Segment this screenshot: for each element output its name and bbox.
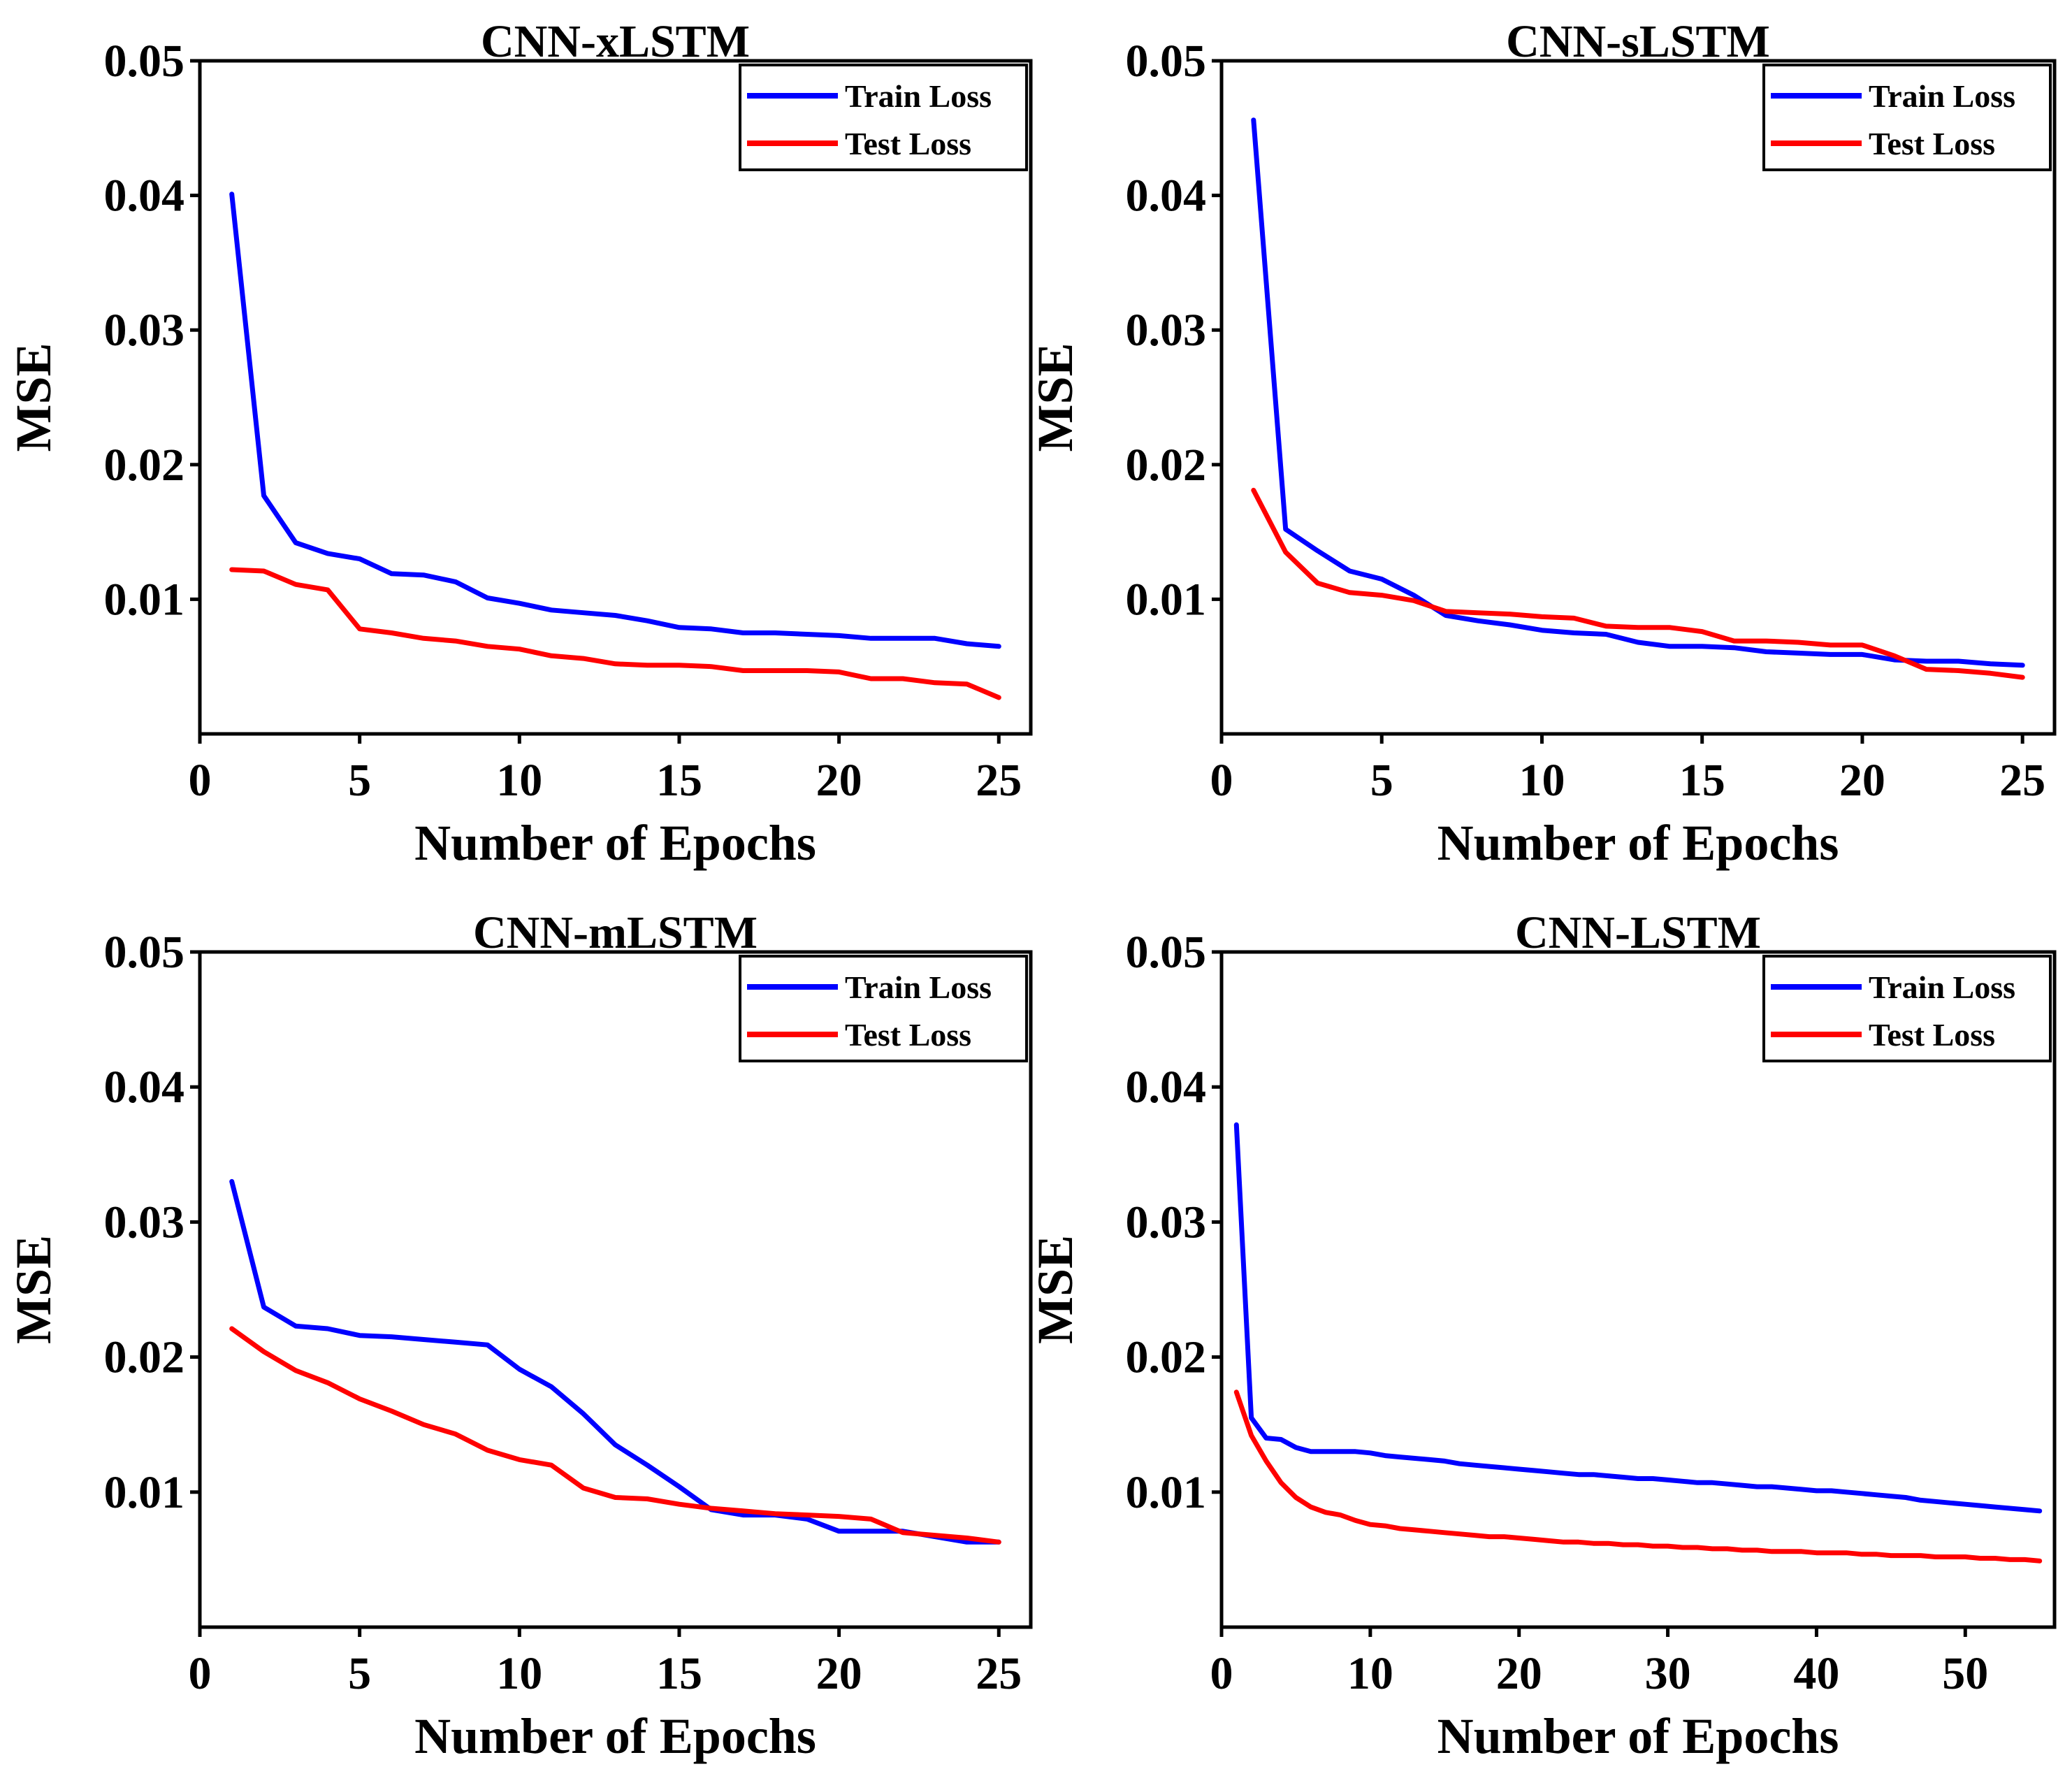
chart-0-series-test-loss-line [229,567,1001,700]
chart-2-x-tick-label-0: 0 [189,1648,212,1699]
chart-0-x-tick-label-3: 15 [656,755,702,806]
chart-0-legend: Train Loss Test Loss [739,64,1028,171]
chart-2-x-axis-label: Number of Epochs [414,1708,816,1764]
chart-2-title: CNN-mLSTM [473,907,758,958]
chart-1-x-tick-label-1: 5 [1370,755,1393,806]
chart-3-legend-box [1762,955,2052,1062]
chart-0-y-tick-label-2: 0.03 [104,305,185,356]
chart-1-legend-label-train-loss: Train Loss [1869,78,2015,114]
chart-3-series-test-loss-line [1233,1389,2043,1564]
chart-3-legend-label-test-loss: Test Loss [1869,1017,1995,1053]
chart-1-x-tick-label-5: 25 [1999,755,2045,806]
chart-2-y-tick-label-0: 0.01 [104,1467,185,1518]
chart-3-y-axis-label: MSE [1027,1235,1083,1344]
chart-1-legend: Train Loss Test Loss [1762,64,2052,171]
chart-3-legend: Train Loss Test Loss [1762,955,2052,1062]
chart-0-plot-frame [198,59,1033,736]
chart-1-title: CNN-sLSTM [1506,16,1770,67]
chart-3-y-tick-label-1: 0.02 [1126,1332,1207,1383]
chart-1-plot-frame [1219,59,2057,736]
chart-2-x-tick-label-2: 10 [496,1648,542,1699]
chart-3-x-tick-label-0: 0 [1210,1648,1233,1699]
chart-0-series-train-loss-line [229,192,1001,649]
chart-2-y-axis-label: MSE [6,1235,61,1344]
chart-1-x-tick-label-2: 10 [1519,755,1565,806]
chart-0-x-tick-label-4: 20 [816,755,862,806]
chart-0-x-axis-label: Number of Epochs [414,815,816,871]
chart-0-x-tick-label-5: 25 [976,755,1022,806]
chart-3-title: CNN-LSTM [1515,907,1761,958]
chart-2-series-train-loss-line [229,1178,1001,1545]
chart-0-legend-box [739,64,1028,171]
panel-cnn-lstm: CNN-LSTM 0 10 20 30 40 50 0.01 0.02 0.03 0.04 0.05 N… [1027,907,2057,1764]
chart-0-title: CNN-xLSTM [481,16,750,67]
chart-2-x-tick-label-1: 5 [348,1648,371,1699]
chart-0-x-tick-label-1: 5 [348,755,371,806]
chart-2-legend-label-train-loss: Train Loss [845,969,992,1005]
chart-3-y-tick-label-2: 0.03 [1126,1197,1207,1248]
chart-0-y-axis-label: MSE [6,342,61,452]
chart-0-y-tick-label-4: 0.05 [104,36,185,87]
chart-0-x-tick-label-0: 0 [189,755,212,806]
chart-3-y-tick-label-4: 0.05 [1126,927,1207,978]
chart-1-series-test-loss-line [1251,487,2025,680]
panel-cnn-xlstm: CNN-xLSTM 0 5 10 15 20 25 0.01 0.02 0.03 0.04 0.05 N… [6,16,1033,871]
chart-3-x-tick-label-5: 50 [1942,1648,1988,1699]
chart-1-x-tick-label-3: 15 [1679,755,1725,806]
chart-2-x-tick-label-3: 15 [656,1648,702,1699]
chart-3-x-tick-label-4: 40 [1793,1648,1839,1699]
chart-2-legend: Train Loss Test Loss [739,955,1028,1062]
chart-1-y-axis-label: MSE [1027,342,1083,452]
chart-3-x-tick-label-1: 10 [1347,1648,1393,1699]
chart-1-legend-box [1762,64,2052,171]
chart-1-legend-label-test-loss: Test Loss [1869,126,1995,161]
chart-2-legend-label-test-loss: Test Loss [845,1017,971,1053]
chart-2-plot-frame [198,950,1033,1629]
chart-2-legend-box [739,955,1028,1062]
chart-2-series-test-loss-line [229,1326,1001,1545]
panel-cnn-mlstm: CNN-mLSTM 0 5 10 15 20 25 0.01 0.02 0.03 0.04 0.05 N… [6,907,1033,1764]
chart-1-x-axis-label: Number of Epochs [1437,815,1839,871]
chart-3-legend-label-train-loss: Train Loss [1869,969,2015,1005]
chart-1-y-tick-label-1: 0.02 [1126,440,1207,491]
chart-1-y-tick-label-2: 0.03 [1126,305,1207,356]
chart-1-series-train-loss-line [1251,117,2025,668]
chart-2-x-tick-label-4: 20 [816,1648,862,1699]
chart-2-y-tick-label-2: 0.03 [104,1197,185,1248]
chart-0-y-tick-label-0: 0.01 [104,574,185,625]
chart-0-legend-label-test-loss: Test Loss [845,126,971,161]
chart-3-x-axis-label: Number of Epochs [1437,1708,1839,1764]
panel-cnn-slstm: CNN-sLSTM 0 5 10 15 20 25 0.01 0.02 0.03 0.04 0.05 N… [1027,16,2057,871]
chart-1-y-tick-label-4: 0.05 [1126,36,1207,87]
chart-0-y-tick-label-1: 0.02 [104,440,185,491]
chart-3-x-tick-label-3: 30 [1645,1648,1691,1699]
chart-1-y-tick-label-0: 0.01 [1126,574,1207,625]
chart-3-y-tick-label-3: 0.04 [1126,1062,1207,1113]
chart-2-x-tick-label-5: 25 [976,1648,1022,1699]
chart-1-x-tick-label-0: 0 [1210,755,1233,806]
chart-2-y-tick-label-1: 0.02 [104,1332,185,1383]
chart-3-x-tick-label-2: 20 [1496,1648,1542,1699]
chart-3-series-train-loss-line [1233,1122,2043,1514]
chart-0-legend-label-train-loss: Train Loss [845,78,992,114]
chart-0-x-tick-label-2: 10 [496,755,542,806]
chart-1-y-tick-label-3: 0.04 [1126,171,1207,222]
chart-2-y-tick-label-4: 0.05 [104,927,185,978]
chart-3-y-tick-label-0: 0.01 [1126,1467,1207,1518]
chart-1-x-tick-label-4: 20 [1839,755,1885,806]
chart-0-y-tick-label-3: 0.04 [104,171,185,222]
chart-2-y-tick-label-3: 0.04 [104,1062,185,1113]
chart-3-plot-frame [1219,950,2057,1629]
